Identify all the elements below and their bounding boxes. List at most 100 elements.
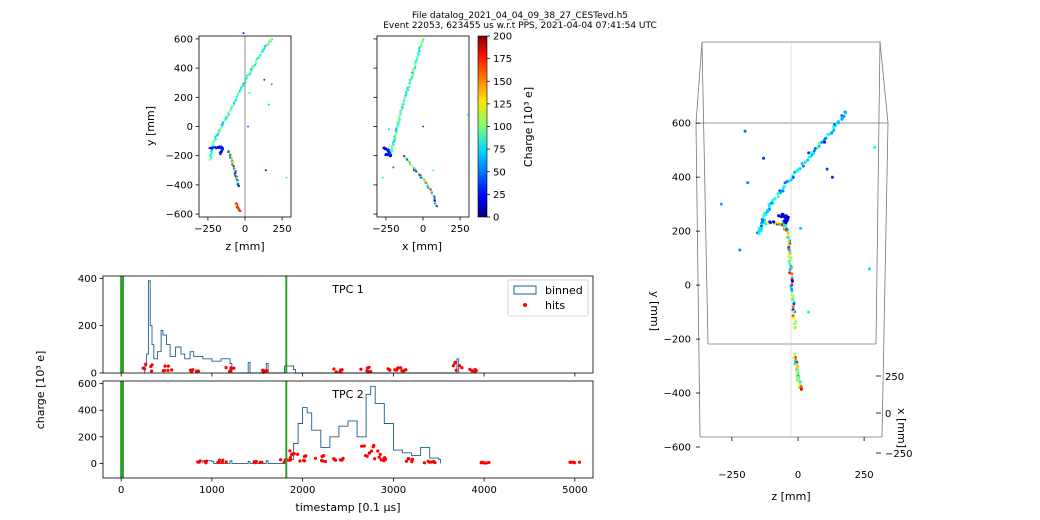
zy-main-track-hit bbox=[223, 118, 227, 121]
3d-marks bbox=[719, 110, 877, 391]
tpc2-marks bbox=[120, 381, 582, 478]
xy-main-track-hit bbox=[392, 144, 395, 147]
zy-branch-track-hit bbox=[232, 165, 235, 168]
colorbar-tick-label: 175 bbox=[493, 54, 512, 65]
zy-ylabel: y [mm] bbox=[144, 106, 157, 146]
3d-main-track-hit bbox=[793, 170, 797, 174]
3d-branch-track-hit bbox=[787, 232, 791, 236]
xy-branch-track-hit bbox=[426, 185, 429, 188]
zy-main-track-hit bbox=[235, 95, 239, 99]
tpc1-legend: binned hits bbox=[507, 279, 589, 317]
zy-main-track-hit bbox=[212, 142, 215, 145]
3d-lower-track-hit bbox=[798, 383, 802, 387]
xy-main-track-hit bbox=[398, 120, 401, 123]
3d-branch-track-hit bbox=[791, 314, 795, 318]
tpc1-hit-point bbox=[460, 366, 464, 370]
3d-stray-hit bbox=[762, 156, 766, 160]
tpc2-hit-point bbox=[220, 460, 224, 464]
tpc2-title: TPC 2 bbox=[331, 388, 364, 401]
tpc1-hit-point bbox=[396, 366, 400, 370]
xy-xtick-label: 0 bbox=[420, 224, 426, 235]
zy-stray-hit bbox=[242, 32, 245, 35]
tpc1-hit-point bbox=[457, 364, 461, 368]
tpc2-hit-point bbox=[216, 460, 220, 464]
3d-box-edge bbox=[875, 41, 881, 345]
3d-stray-hit bbox=[799, 226, 803, 230]
tpc1-hit-point bbox=[232, 366, 236, 370]
3d-main-track-hit bbox=[778, 191, 782, 195]
tpc2-hit-point bbox=[487, 460, 491, 465]
xy-branch-track-hit bbox=[435, 205, 438, 208]
3d-main-track-hit bbox=[773, 197, 777, 201]
tpc1-hit-point bbox=[144, 362, 148, 366]
3d-branch-track-hit bbox=[785, 228, 789, 232]
tpc2-ytick-label: 600 bbox=[78, 379, 97, 390]
colorbar-label: Charge [10³ e] bbox=[522, 87, 535, 167]
zy-ytick-label: 600 bbox=[174, 34, 193, 45]
zy-lower-track-hit bbox=[239, 209, 242, 213]
3d-main-track-hit bbox=[816, 146, 820, 150]
xy-stray-hit bbox=[392, 166, 395, 169]
3d-stray-hit bbox=[830, 175, 834, 179]
tpc2-hit-point bbox=[253, 461, 257, 465]
3d-main-track-hit bbox=[769, 201, 773, 205]
xy-main-track-hit bbox=[417, 53, 420, 56]
zy-main-track-hit bbox=[228, 109, 231, 112]
zy-main-track-hit bbox=[239, 88, 242, 91]
tpc2-hit-point bbox=[379, 458, 383, 462]
zy-ytick-label: −400 bbox=[166, 180, 193, 191]
xy-marks bbox=[381, 38, 469, 208]
tpc2-hit-point bbox=[382, 459, 386, 463]
tpc1-hit-point bbox=[365, 369, 369, 373]
3d-main-track-hit bbox=[795, 169, 799, 173]
3d-main-track-hit bbox=[830, 131, 834, 135]
3d-main-track-hit bbox=[813, 147, 817, 150]
tpc1-hit-point bbox=[166, 364, 170, 368]
zy-main-track-hit bbox=[213, 139, 216, 142]
3d-branch-track-hit bbox=[790, 289, 794, 293]
tpc1-hit-point bbox=[340, 368, 344, 372]
tpc2-hit-point bbox=[360, 444, 364, 448]
tpc2-xtick-label: 1000 bbox=[199, 485, 224, 496]
tpc2-hit-point bbox=[333, 458, 338, 462]
tpc2-hit-point bbox=[323, 459, 327, 464]
tpc1-ytick-label: 0 bbox=[91, 369, 97, 380]
zy-xlabel: z [mm] bbox=[225, 240, 264, 253]
zy-xtick-label: 0 bbox=[242, 224, 248, 235]
tpc1-hit-point bbox=[332, 367, 336, 371]
tpc2-hit-point bbox=[298, 459, 302, 463]
3d-branch-track-hit bbox=[790, 298, 794, 301]
3d-branch-track-hit bbox=[791, 310, 795, 313]
zy-main-track-hit bbox=[238, 90, 241, 93]
3d-ytick-label: 200 bbox=[672, 227, 691, 238]
tpc2-ytick-label: 400 bbox=[78, 406, 97, 417]
3d-box-edge bbox=[695, 122, 701, 438]
colorbar-tick-label: 125 bbox=[493, 99, 512, 110]
xy-main-track-hit bbox=[411, 71, 414, 74]
zy-main-track-hit bbox=[251, 66, 255, 69]
3d-main-track-hit bbox=[776, 195, 780, 199]
tpc1-hit-point bbox=[224, 366, 228, 370]
3d-stray-hit bbox=[738, 248, 742, 252]
tpc2-hit-point bbox=[377, 455, 381, 459]
tpc2-xtick-label: 0 bbox=[118, 485, 124, 496]
3d-branch-track-hit bbox=[786, 254, 790, 258]
zy-ticks: −250 0 250 −600 −400 −200 0 200 400 600 bbox=[166, 34, 292, 235]
xy-stray-hit bbox=[422, 125, 424, 128]
zy-main-track-hit bbox=[260, 50, 263, 53]
tpc1-hit-point bbox=[194, 369, 199, 373]
3d-ytick-label: 600 bbox=[672, 119, 691, 130]
xy-branch-track-hit bbox=[410, 165, 414, 168]
zy-ytick-label: −200 bbox=[166, 151, 193, 162]
tpc2-binned-step bbox=[202, 385, 442, 464]
colorbar-tick-label: 25 bbox=[493, 190, 506, 201]
3d-ztick-label: 250 bbox=[885, 372, 904, 383]
3d-box-edge bbox=[701, 41, 709, 345]
xy-branch-track-hit bbox=[415, 170, 418, 173]
xy-main-track-hit bbox=[396, 124, 399, 127]
tpc2-hit-point bbox=[577, 460, 582, 464]
xy-main-track-hit bbox=[405, 89, 408, 92]
tpc1-hit-point bbox=[369, 370, 373, 374]
charge-ylabel: charge [10³ e] bbox=[34, 351, 47, 430]
